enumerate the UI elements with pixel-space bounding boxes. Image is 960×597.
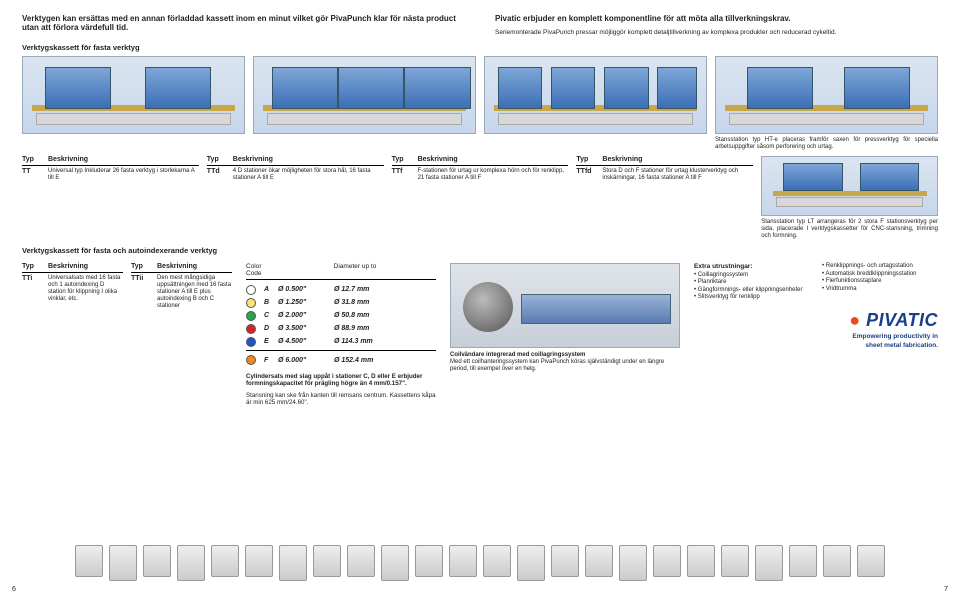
th-typ: Typ [392, 156, 418, 163]
th-desc: Beskrivning [233, 156, 384, 163]
cell-typ: TTii [131, 275, 157, 309]
coil-bold: Coilvändare integrerad med coillagringss… [450, 352, 585, 358]
equip-item: Slitsverktyg för renklipp [694, 294, 810, 302]
cell-typ: TTi [22, 275, 48, 303]
th-desc: Beskrivning [48, 263, 123, 270]
cyl-p1: Stansning kan ske från kanten till remsa… [246, 392, 436, 407]
color-d1: Ø 2.000" [278, 312, 334, 319]
equip-item: Renklippnings- och urtagsstation [822, 263, 938, 271]
cell-desc: Universal typ Inkluderar 26 fasta verkty… [48, 168, 199, 182]
machine-image-4 [715, 56, 938, 134]
headline-right: Pivatic erbjuder en komplett komponentli… [495, 14, 938, 23]
cyl-bold: Cylindersats med slag uppåt i stationer … [246, 373, 422, 387]
th-desc: Beskrivning [48, 156, 199, 163]
cell-desc: Den mest mångsidiga uppsättningen med 16… [157, 275, 232, 309]
th-typ: Typ [22, 156, 48, 163]
color-d2: Ø 114.3 mm [334, 338, 390, 345]
machine-image-2 [253, 56, 476, 134]
cell-typ: TTd [207, 168, 233, 182]
cell-desc: F-stationen för urtag ur komplexa hörn o… [418, 168, 569, 182]
color-head-2: Diameter up to [274, 263, 436, 277]
machine-image-1 [22, 56, 245, 134]
color-d2: Ø 50.8 mm [334, 312, 390, 319]
color-d2: Ø 12.7 mm [334, 286, 390, 293]
logo-brand: ● PIVATIC [694, 310, 938, 331]
color-dot [246, 324, 256, 334]
equip-item: Gängformnings- eller klippningsenheter [694, 287, 810, 295]
color-lab: A [264, 286, 278, 293]
color-lab: E [264, 338, 278, 345]
cell-desc: 4 D stationer ökar möjligheten för stora… [233, 168, 384, 182]
equip-item: Automatisk breddklippningsstation [822, 271, 938, 279]
color-lab: F [264, 357, 278, 364]
th-typ: Typ [131, 263, 157, 270]
color-d2: Ø 152.4 mm [334, 357, 390, 364]
cell-typ: TTf [392, 168, 418, 182]
coil-p: Med ett coilhanteringssystem kan PivaPun… [450, 359, 664, 372]
th-desc: Beskrivning [602, 156, 753, 163]
logo-tag2: sheet metal fabrication. [694, 342, 938, 349]
color-dot [246, 298, 256, 308]
cell-desc: Stora D och F stationer för urtag kluste… [602, 168, 753, 182]
equip-item: Coillagringssystem [694, 272, 810, 280]
color-lab: B [264, 299, 278, 306]
th-desc: Beskrivning [157, 263, 232, 270]
th-desc: Beskrivning [418, 156, 569, 163]
color-dot [246, 285, 256, 295]
equip-item: Flerfunktionsstaplare [822, 278, 938, 286]
color-head-1: Color Code [246, 263, 274, 277]
color-d2: Ø 31.8 mm [334, 299, 390, 306]
headline-left: Verktygen kan ersättas med en annan förl… [22, 14, 465, 32]
color-d1: Ø 1.250" [278, 299, 334, 306]
equip-head: Extra utrustningar: [694, 263, 753, 270]
page-num-left: 6 [12, 586, 16, 593]
section-title-1: Verktygskassett för fasta verktyg [22, 43, 938, 52]
logo-tag1: Empowering productivity in [694, 333, 938, 340]
th-typ: Typ [22, 263, 48, 270]
machine-image-3 [484, 56, 707, 134]
th-typ: Typ [207, 156, 233, 163]
cell-typ: TTfd [576, 168, 602, 182]
color-d1: Ø 3.500" [278, 325, 334, 332]
color-d1: Ø 0.500" [278, 286, 334, 293]
subhead-right: Seriemonterade PivaPunch pressar möjligg… [495, 29, 938, 36]
color-dot [246, 311, 256, 321]
machine-caption-hte: Stansstation typ HT-e placeras framför s… [715, 137, 938, 151]
color-dot [246, 337, 256, 347]
th-typ: Typ [576, 156, 602, 163]
color-lab: D [264, 325, 278, 332]
color-dot [246, 355, 256, 365]
coil-image [450, 263, 680, 348]
color-d2: Ø 88.9 mm [334, 325, 390, 332]
cell-desc: Universalsats med 16 fasta och 1 autoind… [48, 275, 123, 303]
color-d1: Ø 6.000" [278, 357, 334, 364]
color-d1: Ø 4.500" [278, 338, 334, 345]
caption-lt: Stansstation typ LT arrangeras för 2 sto… [761, 219, 938, 240]
equip-item: Planriktare [694, 279, 810, 287]
machine-image-lt [761, 156, 938, 216]
cell-typ: TT [22, 168, 48, 182]
equip-item: Vridtrumma [822, 286, 938, 294]
page-num-right: 7 [944, 586, 948, 593]
color-lab: C [264, 312, 278, 319]
section-title-2: Verktygskassett för fasta och autoindexe… [22, 246, 938, 255]
appliance-row [0, 545, 960, 583]
